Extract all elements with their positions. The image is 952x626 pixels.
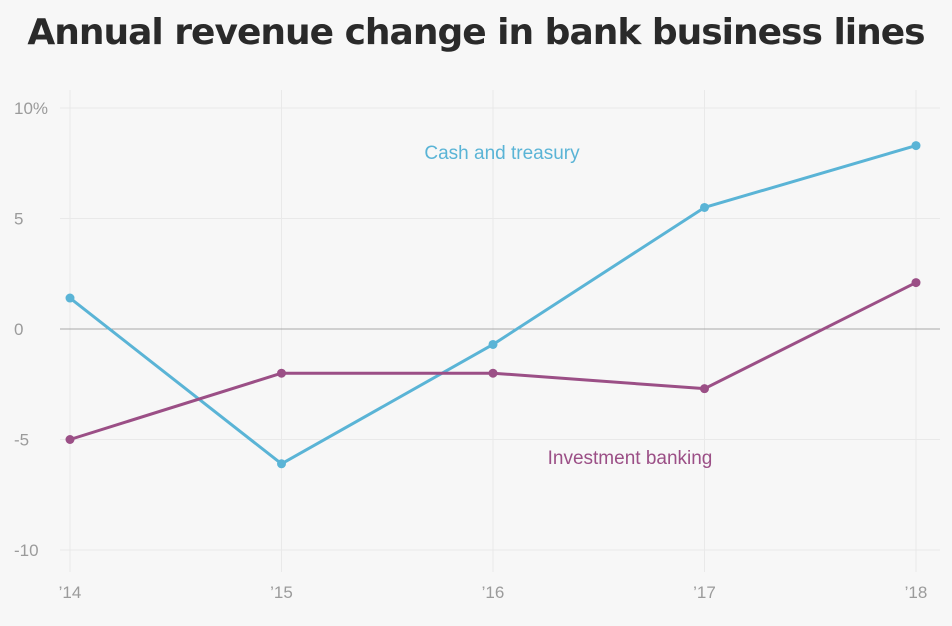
data-point bbox=[911, 278, 921, 288]
horizontal-gridlines bbox=[60, 107, 940, 551]
series-labels: Cash and treasury Investment banking bbox=[424, 143, 712, 469]
x-axis-tick-labels: ’14 ’15 ’16 ’17 ’18 bbox=[59, 583, 928, 602]
x-tick-label: ’15 bbox=[270, 583, 293, 602]
series-label: Investment banking bbox=[548, 448, 713, 469]
data-point bbox=[488, 368, 498, 378]
series-label: Cash and treasury bbox=[424, 143, 580, 164]
series-group bbox=[65, 141, 921, 469]
y-tick-label: 5 bbox=[14, 210, 23, 229]
data-point bbox=[488, 339, 498, 349]
chart-title: Annual revenue change in bank business l… bbox=[27, 12, 925, 53]
data-point bbox=[65, 293, 75, 303]
data-point bbox=[277, 459, 286, 469]
x-tick-label: ’16 bbox=[482, 583, 505, 602]
y-tick-label: 0 bbox=[14, 320, 23, 339]
data-point bbox=[65, 435, 75, 444]
vertical-gridlines bbox=[69, 90, 917, 572]
x-tick-label: ’17 bbox=[693, 583, 716, 602]
y-axis-tick-labels: 10% 5 0 -5 -10 bbox=[14, 99, 48, 560]
y-tick-label: 10% bbox=[14, 99, 48, 118]
x-tick-label: ’18 bbox=[905, 583, 928, 602]
data-point bbox=[911, 141, 921, 151]
y-tick-label: -10 bbox=[14, 541, 39, 560]
x-tick-label: ’14 bbox=[59, 583, 82, 602]
data-point bbox=[700, 202, 709, 212]
data-point bbox=[700, 384, 709, 394]
data-point bbox=[277, 368, 286, 378]
y-tick-label: -5 bbox=[14, 431, 29, 450]
